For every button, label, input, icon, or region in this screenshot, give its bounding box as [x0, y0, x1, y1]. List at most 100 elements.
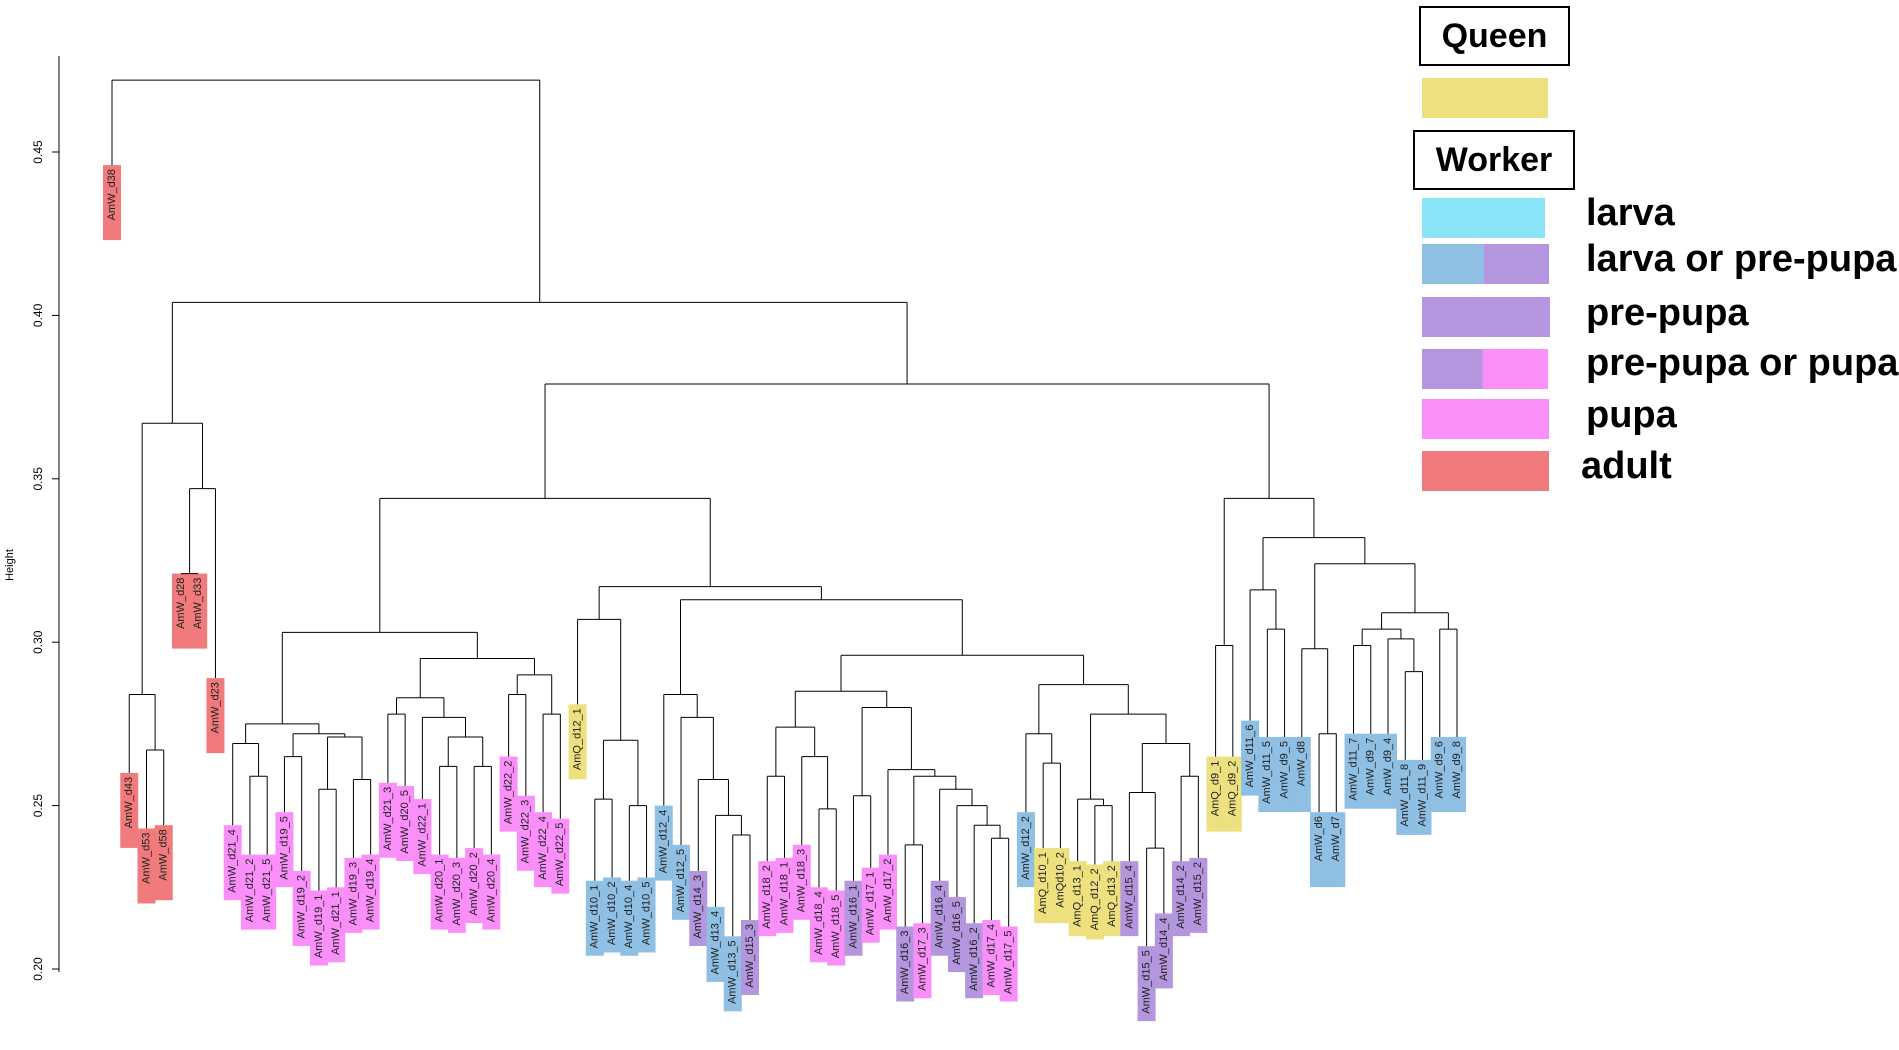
leaf-box-AmW_d53: [137, 828, 156, 904]
leaf-label-AmW_d19_5: AmW_d19_5: [278, 816, 290, 880]
leaf-box-AmW_d9_5: [1275, 736, 1294, 812]
leaf-box-AmW_d19_3: [344, 857, 363, 933]
leaf-label-AmW_d43: AmW_d43: [123, 777, 135, 828]
leaf-label-AmW_d22_5: AmW_d22_5: [554, 823, 566, 887]
leaf-box-AmW_d15_3: [741, 919, 760, 995]
leaf-label-AmW_d10_2: AmW_d10_2: [606, 881, 618, 945]
leaf-box-AmW_d20_4: [482, 854, 501, 930]
leaf-box-AmW_d21_3: [378, 782, 397, 858]
leaf-label-AmW_d16_3: AmW_d16_3: [899, 931, 911, 995]
legend-adult-swatch: [1422, 451, 1549, 491]
leaf-box-AmW_d33: [189, 573, 208, 649]
leaf-box-AmW_d10_5: [637, 877, 656, 953]
leaf-label-AmW_d11_5: AmW_d11_5: [1261, 741, 1273, 804]
leaf-box-AmW_d20_3: [447, 857, 466, 933]
leaf-label-AmW_d22_3: AmW_d22_3: [520, 800, 532, 864]
leaf-box-AmW_d16_2: [965, 923, 984, 999]
leaf-box-AmW_d10_2: [603, 877, 622, 953]
legend-pupa-label: pupa: [1586, 394, 1677, 436]
leaf-box-AmW_d22_4: [534, 812, 553, 888]
legend-larva-swatch: [1422, 198, 1545, 238]
leaf-label-AmW_d13_4: AmW_d13_4: [709, 911, 721, 975]
leaf-box-AmQ_d9_2: [1223, 756, 1242, 832]
leaf-box-AmW_d11_7: [1344, 733, 1363, 809]
leaf-box-AmW_d16_5: [947, 897, 966, 973]
y-tick-label-1: 0.25: [31, 794, 45, 818]
leaf-label-AmW_d19_3: AmW_d19_3: [347, 862, 359, 926]
y-tick-label-0: 0.20: [31, 957, 45, 981]
leaf-box-AmW_d12_5: [672, 844, 691, 920]
leaf-label-AmW_d19_2: AmW_d19_2: [296, 875, 308, 939]
leaf-label-AmW_d12_4: AmW_d12_4: [658, 810, 670, 874]
leaf-label-AmW_d53: AmW_d53: [140, 832, 152, 883]
leaf-box-AmW_d16_1: [844, 880, 863, 956]
leaf-box-AmW_d18_3: [792, 844, 811, 920]
legend-queen-swatch: [1422, 78, 1548, 118]
leaf-label-AmW_d16_5: AmW_d16_5: [951, 901, 963, 965]
leaf-label-AmW_d11_8: AmW_d11_8: [1399, 764, 1411, 827]
leaf-box-AmW_d8: [1292, 736, 1311, 812]
leaf-label-AmW_d10_1: AmW_d10_1: [589, 885, 601, 949]
leaf-label-AmW_d17_5: AmW_d17_5: [1003, 931, 1015, 995]
leaf-label-AmW_d15_2: AmW_d15_2: [1192, 862, 1204, 926]
leaf-label-AmW_d16_4: AmW_d16_4: [934, 885, 946, 949]
leaf-label-AmW_d12_2: AmW_d12_2: [1020, 816, 1032, 880]
leaf-label-AmW_d15_3: AmW_d15_3: [744, 924, 756, 988]
leaf-label-AmW_d14_4: AmW_d14_4: [1158, 917, 1170, 981]
legend-larva-label: larva: [1586, 192, 1675, 234]
leaf-label-AmW_d23: AmW_d23: [209, 682, 221, 733]
leaf-box-AmW_d14_2: [1172, 861, 1191, 937]
leaf-label-AmW_d11_9: AmW_d11_9: [1416, 764, 1428, 827]
leaf-box-AmQ_d10_1: [1034, 848, 1053, 924]
leaf-box-AmW_d9_6: [1430, 736, 1449, 812]
leaf-box-AmW_d15_5: [1137, 946, 1156, 1022]
leaf-box-AmW_d38: [103, 165, 121, 241]
legend-adult-label: adult: [1581, 445, 1672, 487]
leaf-label-AmW_d21_4: AmW_d21_4: [227, 829, 239, 893]
leaf-label-AmW_d10_5: AmW_d10_5: [640, 881, 652, 945]
leaf-label-AmW_d11_7: AmW_d11_7: [1347, 738, 1359, 801]
leaf-box-AmW_d17_1: [861, 867, 880, 943]
leaf-label-AmW_d9_4: AmW_d9_4: [1382, 738, 1394, 795]
leaf-box-AmQ_d13_2: [1103, 861, 1122, 937]
leaf-box-AmW_d22_5: [551, 818, 570, 894]
leaf-label-AmW_d28: AmW_d28: [175, 578, 187, 629]
leaf-box-AmW_d11_9: [1413, 759, 1432, 835]
leaf-box-AmW_d10_4: [620, 880, 639, 956]
legend-larva-or-prepupa-swatch: [1422, 244, 1549, 284]
leaf-box-AmW_d17_2: [878, 854, 897, 930]
leaf-label-AmQ_d13_1: AmQ_d13_1: [1072, 865, 1084, 927]
leaf-box-AmW_d17_3: [913, 923, 932, 999]
leaf-box-AmQd10_2: [1051, 848, 1070, 924]
leaf-label-AmQ_d13_2: AmQ_d13_2: [1106, 865, 1118, 927]
leaf-box-AmW_d13_5: [723, 936, 742, 1012]
legend-prepupa-or-pupa-swatch: [1422, 349, 1548, 389]
leaf-label-AmW_d15_5: AmW_d15_5: [1141, 950, 1153, 1014]
leaf-box-AmW_d16_4: [930, 880, 949, 956]
leaf-label-AmQ_d12_1: AmQ_d12_1: [571, 708, 583, 770]
legend-prepupa-swatch: [1422, 297, 1550, 337]
leaf-label-AmW_d12_5: AmW_d12_5: [675, 849, 687, 913]
leaf-label-AmQ_d9_1: AmQ_d9_1: [1209, 761, 1221, 817]
leaf-label-AmW_d20_4: AmW_d20_4: [485, 859, 497, 923]
legend-queen-title: Queen: [1419, 6, 1570, 66]
y-axis-label: Height: [4, 549, 16, 581]
leaf-box-AmW_d9_7: [1361, 733, 1380, 809]
legend-pupa-swatch: [1422, 399, 1549, 439]
leaf-label-AmW_d38: AmW_d38: [106, 169, 118, 220]
leaf-label-AmW_d17_4: AmW_d17_4: [985, 924, 997, 988]
leaf-label-AmW_d9_7: AmW_d9_7: [1365, 738, 1377, 795]
legend-prepupa-or-pupa-label: pre-pupa or pupa: [1586, 342, 1899, 384]
leaf-box-AmW_d17_4: [982, 919, 1001, 995]
leaf-box-AmW_d18_1: [775, 857, 794, 933]
leaf-label-AmQd10_2: AmQd10_2: [1054, 852, 1066, 908]
leaf-label-AmW_d14_3: AmW_d14_3: [692, 875, 704, 939]
leaf-box-AmW_d23: [206, 678, 225, 754]
leaf-box-AmW_d19_5: [275, 812, 294, 888]
leaf-box-AmW_d15_2: [1189, 857, 1208, 933]
leaf-label-AmQ_d12_2: AmQ_d12_2: [1089, 868, 1101, 930]
leaf-box-AmQ_d12_2: [1085, 864, 1104, 940]
leaf-label-AmW_d17_3: AmW_d17_3: [916, 927, 928, 991]
leaf-box-AmW_d22_2: [499, 756, 518, 832]
